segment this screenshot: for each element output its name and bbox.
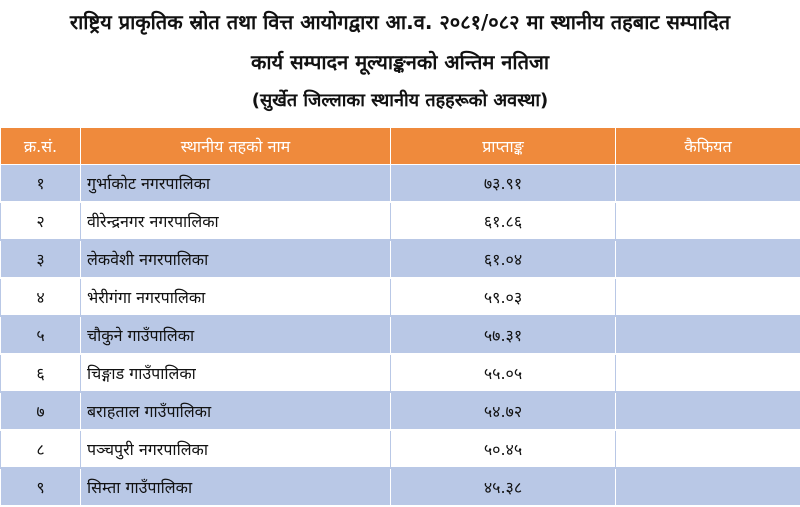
serial-cell: २	[1, 202, 81, 240]
score-cell: ७३.९१	[391, 165, 616, 203]
name-cell: चिङ्गाड गाउँपालिका	[81, 354, 391, 392]
title-line: कार्य सम्पादन मूल्याङ्कनको अन्तिम नतिजा	[0, 48, 800, 75]
serial-cell: ८	[1, 430, 81, 468]
name-cell: लेकवेशी नगरपालिका	[81, 240, 391, 278]
column-header: स्थानीय तहको नाम	[81, 128, 391, 165]
results-table: क्र.सं. स्थानीय तहको नाम प्राप्ताङ्क कैफ…	[0, 127, 800, 507]
remarks-cell	[616, 354, 800, 392]
remarks-cell	[616, 202, 800, 240]
serial-cell: ४	[1, 278, 81, 316]
remarks-cell	[616, 316, 800, 354]
subtitle: (सुर्खेत जिल्लाका स्थानीय तहहरूको अवस्था…	[0, 88, 800, 112]
remarks-cell	[616, 468, 800, 506]
header-row: क्र.सं. स्थानीय तहको नाम प्राप्ताङ्क कैफ…	[1, 128, 800, 165]
score-cell: ५०.४५	[391, 430, 616, 468]
title-line: राष्ट्रिय प्राकृतिक स्रोत तथा वित्त आयोग…	[0, 8, 800, 35]
column-header: क्र.सं.	[1, 128, 81, 165]
score-cell: ५४.७२	[391, 392, 616, 430]
serial-cell: ६	[1, 354, 81, 392]
name-cell: चौकुने गाउँपालिका	[81, 316, 391, 354]
name-cell: वीरेन्द्रनगर नगरपालिका	[81, 202, 391, 240]
score-cell: ४५.३८	[391, 468, 616, 506]
serial-cell: ७	[1, 392, 81, 430]
remarks-cell	[616, 392, 800, 430]
serial-cell: १	[1, 165, 81, 203]
score-cell: ५५.०५	[391, 354, 616, 392]
serial-cell: ३	[1, 240, 81, 278]
remarks-cell	[616, 165, 800, 203]
remarks-cell	[616, 278, 800, 316]
score-cell: ६१.८६	[391, 202, 616, 240]
serial-cell: ९	[1, 468, 81, 506]
remarks-cell	[616, 430, 800, 468]
column-header: कैफियत	[616, 128, 800, 165]
name-cell: बराहताल गाउँपालिका	[81, 392, 391, 430]
serial-cell: ५	[1, 316, 81, 354]
score-cell: ५७.३१	[391, 316, 616, 354]
column-header: प्राप्ताङ्क	[391, 128, 616, 165]
name-cell: सिम्ता गाउँपालिका	[81, 468, 391, 506]
name-cell: भेरीगंगा नगरपालिका	[81, 278, 391, 316]
score-cell: ५९.०३	[391, 278, 616, 316]
remarks-cell	[616, 240, 800, 278]
name-cell: पञ्चपुरी नगरपालिका	[81, 430, 391, 468]
score-cell: ६१.०४	[391, 240, 616, 278]
name-cell: गुर्भाकोट नगरपालिका	[81, 165, 391, 203]
